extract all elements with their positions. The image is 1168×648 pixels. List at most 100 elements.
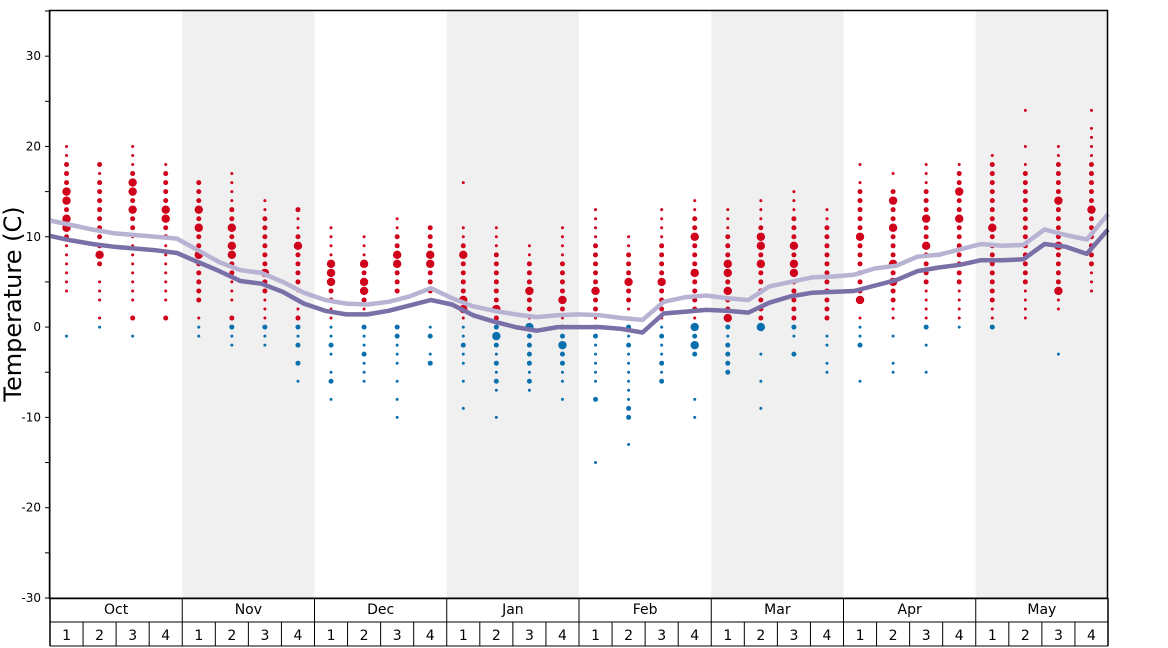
warm-dot (164, 262, 168, 266)
warm-dot (460, 261, 466, 267)
warm-dot (128, 205, 137, 214)
warm-dot (230, 298, 234, 302)
cold-dot (493, 342, 499, 348)
warm-dot (857, 261, 863, 267)
warm-dot (1089, 126, 1093, 130)
warm-dot (659, 252, 665, 258)
warm-dot (64, 171, 70, 177)
warm-dot (98, 316, 102, 320)
warm-dot (262, 243, 268, 249)
warm-dot (956, 180, 962, 186)
cold-dot (395, 343, 399, 347)
warm-dot (824, 252, 830, 258)
warm-dot (1055, 162, 1061, 168)
warm-dot (591, 286, 600, 296)
warm-dot (295, 234, 301, 240)
warm-dot (1022, 225, 1028, 231)
warm-dot (692, 243, 698, 249)
warm-dot (227, 223, 237, 232)
warm-dot (824, 306, 830, 312)
cold-dot (394, 324, 400, 330)
warm-dot (890, 252, 896, 258)
warm-dot (493, 315, 499, 321)
warm-dot (493, 288, 499, 294)
warm-dot (461, 316, 465, 320)
warm-dot (924, 172, 928, 176)
warm-dot (924, 289, 928, 293)
warm-dot (494, 226, 498, 230)
cold-dot (262, 324, 268, 330)
week-label: 4 (823, 628, 832, 644)
cold-dot (858, 325, 862, 329)
warm-dot (1023, 307, 1027, 311)
cold-dot (295, 342, 301, 348)
week-label: 1 (988, 628, 997, 644)
warm-dot (726, 208, 730, 212)
warm-dot (824, 243, 830, 249)
warm-dot (758, 297, 764, 303)
warm-dot (527, 253, 531, 257)
warm-dot (295, 261, 301, 267)
warm-dot (394, 234, 400, 240)
warm-dot (1055, 279, 1061, 285)
warm-dot (758, 270, 764, 276)
warm-dot (262, 225, 268, 231)
warm-dot (359, 277, 369, 287)
warm-dot (326, 277, 336, 287)
warm-dot (989, 234, 995, 240)
warm-dot (493, 252, 499, 258)
warm-dot (328, 288, 334, 294)
warm-dot (164, 298, 168, 302)
warm-dot (824, 261, 830, 267)
warm-dot (394, 270, 400, 276)
warm-dot (296, 217, 300, 221)
warm-dot (593, 261, 599, 267)
warm-dot (890, 243, 896, 249)
warm-dot (131, 163, 135, 167)
week-label: 4 (558, 628, 567, 644)
warm-dot (392, 259, 402, 269)
warm-dot (723, 313, 732, 323)
cold-dot (858, 379, 862, 383)
warm-dot (494, 235, 498, 239)
warm-dot (131, 253, 135, 257)
warm-dot (130, 216, 136, 222)
warm-dot (196, 288, 202, 294)
warm-dot (825, 208, 829, 212)
warm-dot (660, 235, 664, 239)
cold-dot (493, 378, 499, 384)
warm-dot (857, 279, 863, 285)
warm-dot (392, 250, 402, 260)
warm-dot (161, 214, 170, 223)
cold-dot (395, 415, 399, 419)
warm-dot (62, 187, 71, 196)
warm-dot (196, 297, 202, 303)
warm-dot (229, 315, 235, 321)
week-label: 3 (789, 628, 798, 644)
warm-dot (725, 234, 731, 240)
warm-dot (725, 252, 731, 258)
cold-dot (627, 352, 631, 356)
cold-dot (395, 397, 399, 401)
cold-dot (461, 352, 465, 356)
warm-dot (791, 234, 797, 240)
week-label: 4 (161, 628, 170, 644)
warm-dot (989, 252, 995, 258)
warm-dot (461, 181, 465, 185)
warm-dot (988, 223, 997, 232)
warm-dot (1056, 298, 1060, 302)
warm-dot (956, 252, 962, 258)
cold-dot (690, 340, 699, 350)
warm-dot (1089, 153, 1093, 157)
cold-dot (692, 351, 698, 357)
warm-dot (1022, 234, 1028, 240)
warm-dot (229, 216, 235, 222)
warm-dot (461, 235, 465, 239)
cold-dot (593, 333, 599, 339)
warm-dot (792, 190, 796, 194)
y-tick-label: -30 (21, 591, 41, 605)
warm-dot (394, 243, 400, 249)
warm-dot (427, 225, 433, 231)
warm-dot (824, 315, 830, 321)
warm-dot (295, 279, 301, 285)
